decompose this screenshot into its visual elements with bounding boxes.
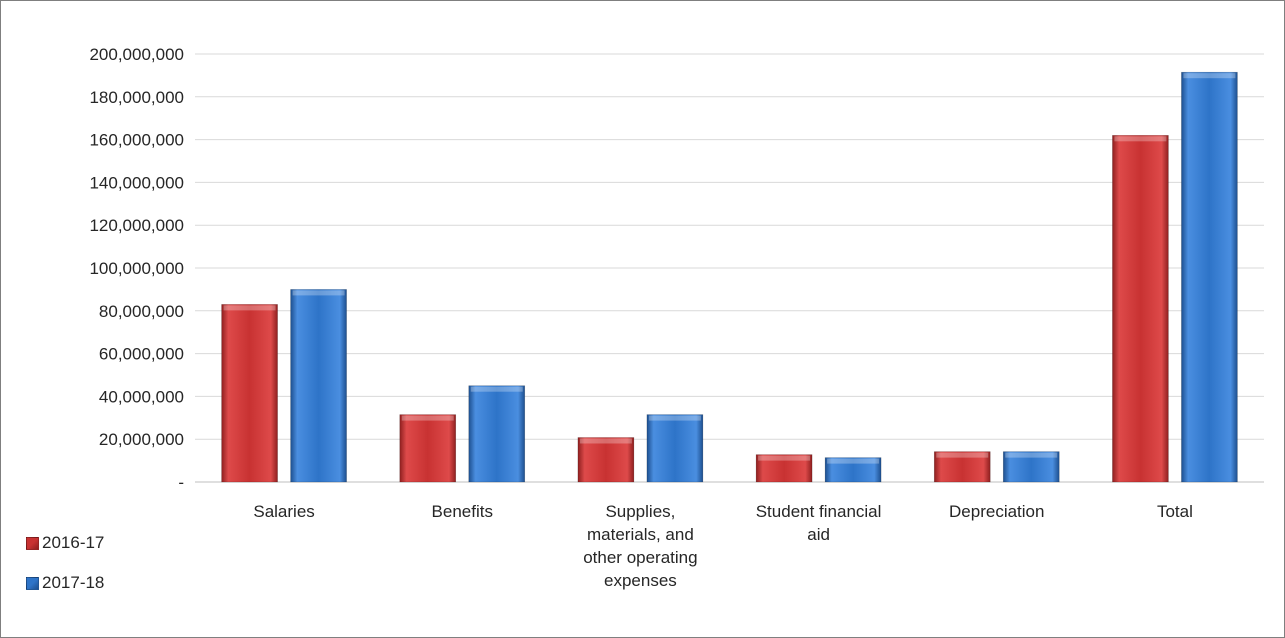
x-category-label: Depreciation <box>949 502 1044 521</box>
y-tick-label: 120,000,000 <box>89 216 184 235</box>
y-tick-label: - <box>178 473 184 492</box>
legend-swatch-2017-18 <box>26 576 39 590</box>
x-category-label: Supplies, materials, and other operating ex… <box>583 502 697 590</box>
y-tick-label: 40,000,000 <box>99 387 184 406</box>
bar-2017-18-1 <box>468 385 526 483</box>
bar-2016-17-2 <box>577 437 635 483</box>
bar-2016-17-5 <box>1112 135 1169 483</box>
legend-label-2017-18: 2017-18 <box>42 573 105 592</box>
y-tick-label: 160,000,000 <box>89 131 184 150</box>
legend-label-2016-17: 2016-17 <box>42 533 105 552</box>
y-tick-label: 200,000,000 <box>89 45 184 64</box>
legend-item-2017-18: 2017-18 <box>26 573 104 593</box>
bar-2017-18-5 <box>1181 71 1238 483</box>
x-category-label: Total <box>1157 502 1193 521</box>
bar-2017-18-4 <box>1002 451 1060 483</box>
bar-2016-17-4 <box>933 451 991 483</box>
legend-swatch-2016-17 <box>26 536 39 550</box>
y-tick-label: 180,000,000 <box>89 88 184 107</box>
y-tick-label: 140,000,000 <box>89 173 184 192</box>
bar-2016-17-3 <box>755 454 813 483</box>
y-tick-label: 80,000,000 <box>99 302 184 321</box>
legend-item-2016-17: 2016-17 <box>26 533 104 553</box>
bar-2017-18-3 <box>824 457 882 483</box>
y-tick-label: 100,000,000 <box>89 259 184 278</box>
x-category-label: Benefits <box>432 502 493 521</box>
bar-2016-17-1 <box>399 414 457 483</box>
bar-2017-18-2 <box>646 414 704 483</box>
y-tick-label: 60,000,000 <box>99 345 184 364</box>
y-tick-label: 20,000,000 <box>99 430 184 449</box>
x-category-label: Salaries <box>253 502 314 521</box>
bar-2017-18-0 <box>290 289 347 483</box>
bar-2016-17-0 <box>221 304 278 483</box>
x-category-label: Student financial aid <box>756 502 882 544</box>
